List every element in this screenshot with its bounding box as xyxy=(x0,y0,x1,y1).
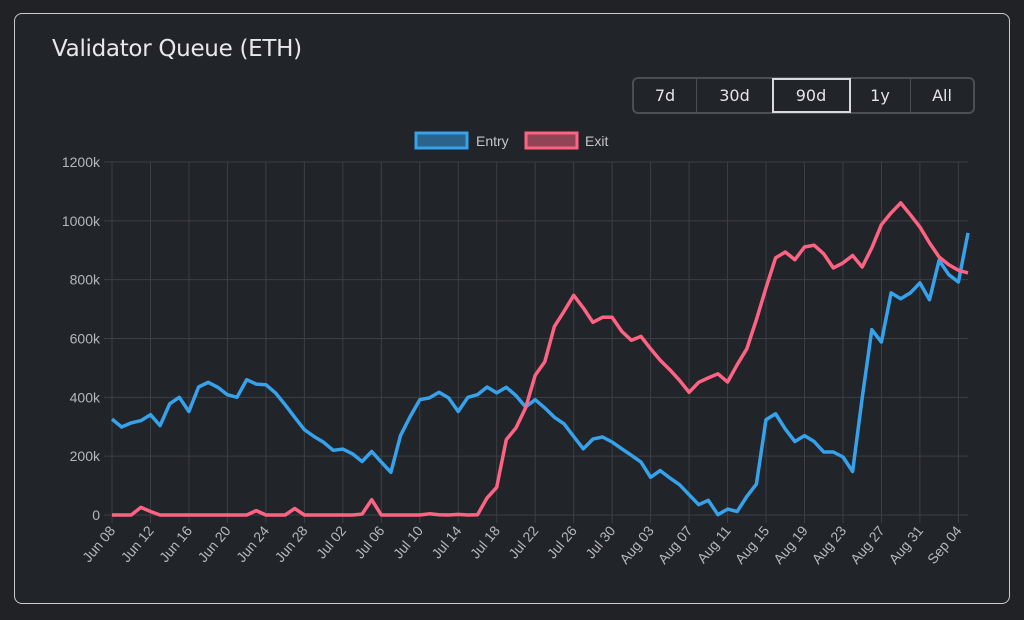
range-1y-button[interactable]: 1y xyxy=(850,79,911,112)
series-line-exit xyxy=(112,201,969,517)
y-tick-label: 800k xyxy=(70,272,101,288)
x-tick-label: Aug 03 xyxy=(616,522,657,566)
x-tick-label: Jun 28 xyxy=(271,522,310,565)
time-range-selector: 7d 30d 90d 1y All xyxy=(632,77,975,114)
x-tick-label: Jun 24 xyxy=(233,522,272,565)
x-tick-label: Aug 31 xyxy=(885,522,926,566)
x-tick-label: Aug 15 xyxy=(732,522,773,566)
x-tick-label: Jul 10 xyxy=(390,522,426,561)
legend: Entry Exit xyxy=(414,131,608,150)
range-90d-button[interactable]: 90d xyxy=(772,78,851,113)
y-tick-label: 200k xyxy=(70,448,101,464)
x-tick-label: Jul 02 xyxy=(313,522,349,561)
x-tick-label: Jul 30 xyxy=(582,522,618,561)
y-tick-label: 1000k xyxy=(62,213,101,229)
x-tick-label: Aug 07 xyxy=(655,522,696,566)
x-tick-label: Aug 19 xyxy=(770,522,811,566)
series-line-entry xyxy=(110,232,970,517)
y-tick-label: 0 xyxy=(92,507,100,523)
x-tick-label: Jul 06 xyxy=(351,522,387,561)
page-title: Validator Queue (ETH) xyxy=(52,36,302,62)
range-30d-button[interactable]: 30d xyxy=(697,79,773,112)
x-tick-label: Jun 20 xyxy=(194,522,233,565)
legend-label-exit: Exit xyxy=(585,133,608,149)
x-tick-label: Jul 18 xyxy=(467,522,503,561)
y-tick-label: 400k xyxy=(70,389,101,405)
range-7d-button[interactable]: 7d xyxy=(634,79,697,112)
legend-label-entry: Entry xyxy=(476,133,509,149)
x-tick-label: Sep 04 xyxy=(924,522,965,566)
x-tick-label: Aug 23 xyxy=(808,522,849,566)
legend-item-exit[interactable]: Exit xyxy=(524,131,608,150)
x-tick-label: Jul 22 xyxy=(505,522,541,561)
chart-card xyxy=(14,13,1010,604)
y-tick-label: 600k xyxy=(70,331,101,347)
x-tick-label: Jun 12 xyxy=(117,522,156,565)
x-tick-label: Jul 14 xyxy=(428,522,464,561)
legend-item-entry[interactable]: Entry xyxy=(414,131,509,150)
legend-swatch-entry xyxy=(414,131,469,150)
x-tick-label: Aug 11 xyxy=(694,522,734,566)
x-tick-label: Jun 16 xyxy=(156,522,195,565)
legend-swatch-exit xyxy=(524,131,579,150)
x-tick-label: Jul 26 xyxy=(544,522,580,561)
x-tick-label: Aug 27 xyxy=(847,522,888,566)
x-tick-label: Jun 08 xyxy=(79,522,118,565)
range-all-button[interactable]: All xyxy=(911,79,973,112)
y-tick-label: 1200k xyxy=(62,154,101,170)
